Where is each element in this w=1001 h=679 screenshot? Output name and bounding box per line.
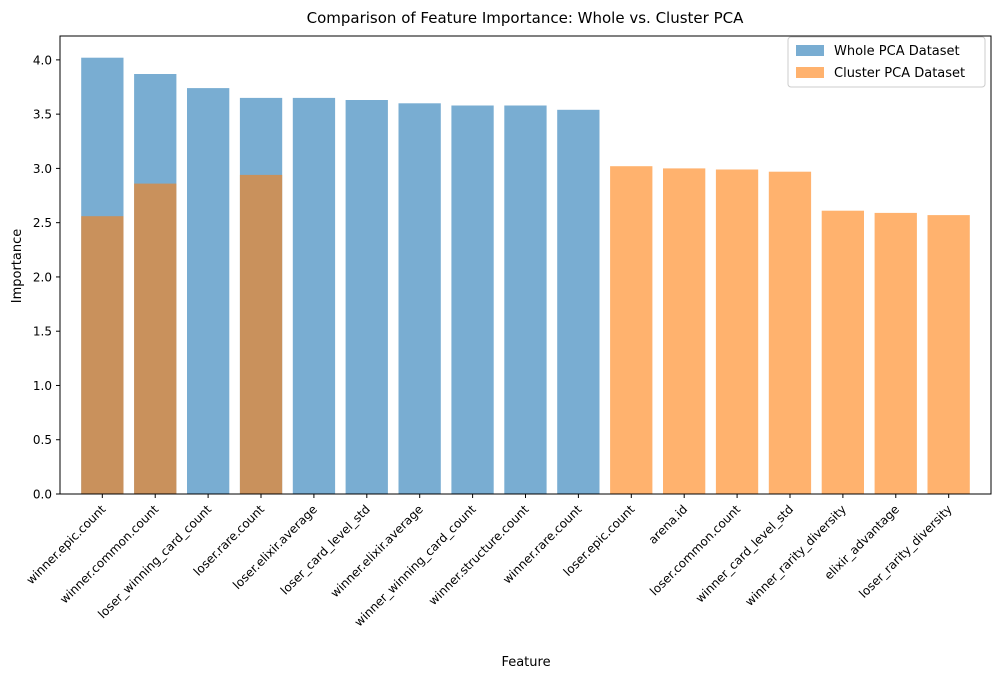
y-tick-label: 4.0 — [33, 53, 52, 67]
x-tick-label: winner.elixir.average — [328, 502, 426, 600]
x-axis-ticks: winner.epic.countwinner.common.countlose… — [24, 494, 955, 629]
bar-series-2-14 — [768, 171, 812, 494]
y-axis-label: Importance — [10, 229, 25, 304]
legend-label-1: Whole PCA Dataset — [834, 44, 960, 59]
y-tick-label: 0.0 — [33, 488, 52, 502]
bars-group — [81, 57, 970, 495]
bar-series-1-7 — [398, 103, 441, 495]
bar-series-2-16 — [874, 212, 917, 494]
legend-box — [787, 36, 986, 88]
bar-series-1-8 — [451, 105, 494, 494]
bar-series-2-12 — [663, 168, 706, 494]
bar-series-2-2 — [134, 183, 177, 494]
y-tick-label: 1.0 — [33, 379, 52, 393]
legend: Whole PCA Dataset Cluster PCA Dataset — [787, 36, 986, 88]
y-axis-ticks: 0.0 0.5 1.0 1.5 2.0 2.5 3.0 3.5 4.0 — [33, 53, 60, 502]
x-tick-label: winner_card_level_std — [693, 502, 796, 605]
legend-label-2: Cluster PCA Dataset — [834, 66, 965, 81]
bar-series-1-9 — [504, 105, 547, 494]
legend-swatch-2 — [796, 67, 824, 78]
y-tick-label: 3.5 — [33, 108, 52, 122]
x-tick-label: loser.common.count — [647, 502, 743, 598]
x-tick-label: loser_rarity_diversity — [856, 502, 955, 601]
bar-series-2-11 — [610, 166, 653, 494]
bar-series-2-4 — [239, 174, 283, 494]
x-axis-label: Feature — [501, 655, 550, 670]
y-tick-label: 1.5 — [33, 325, 52, 339]
x-tick-label: winner_rarity_diversity — [742, 502, 849, 609]
bar-series-2-1 — [81, 216, 124, 494]
bar-series-2-15 — [821, 210, 864, 494]
x-tick-label: winner.common.count — [57, 502, 161, 606]
plot-frame — [59, 35, 992, 495]
bar-series-1-5 — [292, 97, 336, 495]
y-tick-label: 2.5 — [33, 216, 52, 230]
bar-series-1-10 — [557, 109, 600, 495]
x-tick-label: arena.id — [646, 502, 691, 547]
bar-series-2-17 — [927, 215, 970, 494]
y-tick-label: 2.0 — [33, 270, 52, 284]
y-tick-label: 3.0 — [33, 162, 52, 176]
x-tick-label: loser_card_level_std — [278, 502, 373, 597]
y-tick-label: 0.5 — [33, 433, 52, 447]
chart-title: Comparison of Feature Importance: Whole … — [307, 9, 744, 27]
x-tick-label: winner.structure.count — [426, 502, 532, 608]
bar-series-1-3 — [187, 88, 230, 494]
bar-series-2-13 — [715, 169, 759, 494]
bar-series-1-6 — [345, 100, 388, 494]
legend-swatch-1 — [796, 45, 824, 56]
